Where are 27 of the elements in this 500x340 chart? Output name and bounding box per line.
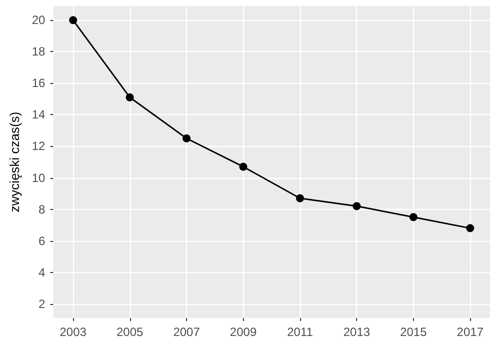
y-tick-label: 16 <box>32 76 46 90</box>
point <box>126 93 134 102</box>
x-tick-label: 2017 <box>456 325 484 339</box>
point <box>296 194 304 202</box>
x-tick-label: 2015 <box>400 325 428 339</box>
point <box>409 213 418 222</box>
y-tick-label: 12 <box>32 139 46 154</box>
point <box>466 224 474 232</box>
x-tick-label: 2005 <box>116 325 144 339</box>
x-tick-label: 2003 <box>60 325 87 339</box>
point <box>182 134 191 142</box>
point <box>69 16 78 24</box>
x-tick-label: 2009 <box>230 325 257 339</box>
y-tick-label: 2 <box>38 296 46 311</box>
y-tick-label: 14 <box>32 108 46 122</box>
point <box>352 202 361 210</box>
x-tick-label: 2011 <box>287 325 314 339</box>
point <box>239 162 248 171</box>
y-axis-title: zwycięski czas(s) <box>7 112 22 212</box>
y-tick-label: 8 <box>38 202 46 216</box>
x-tick-label: 2007 <box>173 325 200 339</box>
y-tick-label: 4 <box>38 265 46 280</box>
y-tick-label: 20 <box>32 13 46 28</box>
y-tick-label: 18 <box>32 44 46 59</box>
x-tick-label: 2013 <box>343 325 370 339</box>
y-tick-label: 6 <box>38 234 46 248</box>
y-tick-label: 10 <box>32 170 46 185</box>
